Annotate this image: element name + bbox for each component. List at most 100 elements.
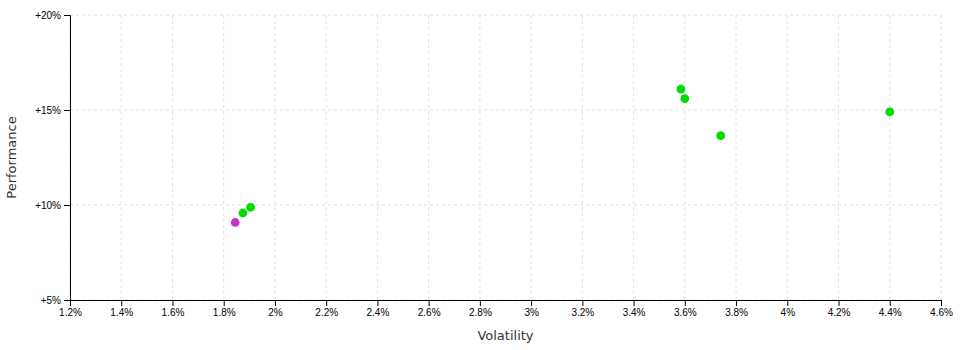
x-tick: 3% [524,300,539,318]
grid-line [531,15,532,300]
x-tick: 3.2% [571,300,594,318]
x-tick-label: 3.2% [571,307,594,318]
x-tick-label: 3% [524,307,539,318]
x-axis: 1.2% 1.4% 1.6% 1.8% 2% 2.2% 2.4% 2.6% 2.8% 3% 3.2%… [59,300,953,318]
y-tick-label: +15% [35,105,61,116]
x-tick-label: 4.6% [930,307,953,318]
point [246,203,255,212]
x-tick-mark [634,300,635,306]
x-tick-label: 3.4% [623,307,646,318]
grid [70,15,941,300]
grid-line [479,15,480,300]
x-tick: 3.6% [674,300,697,318]
y-tick-mark [64,15,70,16]
y-tick-label: +10% [35,200,61,211]
x-tick-label: 1.4% [110,307,133,318]
x-tick-mark [224,300,225,306]
y-tick-label: +20% [35,10,61,21]
x-tick: 4.2% [828,300,851,318]
grid-line [428,15,429,300]
x-tick-label: 3.6% [674,307,697,318]
x-tick-mark [326,300,327,306]
y-tick-mark [64,205,70,206]
x-tick-mark [787,300,788,306]
grid-line [941,15,942,300]
x-tick-label: 2% [268,307,283,318]
grid-line [274,15,275,300]
grid-line [787,15,788,300]
chart: 1.2% 1.4% 1.6% 1.8% 2% 2.2% 2.4% 2.6% 2.8% 3% 3.2%… [0,0,966,350]
x-tick: 2.4% [367,300,390,318]
x-tick-mark [121,300,122,306]
grid-line [838,15,839,300]
grid-line [223,15,224,300]
x-tick: 2.2% [315,300,338,318]
grid-line [70,205,941,206]
x-tick: 2.8% [469,300,492,318]
x-tick: 3.4% [623,300,646,318]
x-tick-label: 2.6% [418,307,441,318]
x-tick-mark [941,300,942,306]
x-tick: 2.6% [418,300,441,318]
y-axis: +5% +10% +15% +20% [35,10,70,306]
point [680,94,689,103]
x-tick-label: 2.2% [315,307,338,318]
grid-line [70,15,941,16]
x-tick-mark [839,300,840,306]
y-tick: +15% [35,105,70,116]
x-tick: 4.6% [930,300,953,318]
x-tick-mark [377,300,378,306]
x-tick: 2% [268,300,283,318]
x-tick-label: 1.8% [213,307,236,318]
x-tick-mark [531,300,532,306]
point [885,108,894,117]
x-tick-label: 4.2% [828,307,851,318]
y-axis-line [64,16,71,301]
grid-line [633,15,634,300]
x-tick-label: 4% [781,307,796,318]
y-tick-mark [64,110,70,111]
x-tick: 1.4% [110,300,133,318]
grid-line [121,15,122,300]
y-tick-label: +5% [41,295,61,306]
point [231,218,240,227]
x-tick-label: 1.6% [162,307,185,318]
y-axis-title: Performance [4,116,19,198]
x-tick-label: 3.8% [725,307,748,318]
grid-line [326,15,327,300]
plot: 1.2% 1.4% 1.6% 1.8% 2% 2.2% 2.4% 2.6% 2.8% 3% 3.2%… [35,10,953,318]
grid-line [889,15,890,300]
x-tick-mark [736,300,737,306]
grid-line [172,15,173,300]
x-tick-mark [429,300,430,306]
points [231,85,894,227]
x-tick-label: 2.8% [469,307,492,318]
x-tick: 1.2% [59,300,82,318]
x-tick-mark [890,300,891,306]
x-tick-mark [275,300,276,306]
x-tick-label: 4.4% [879,307,902,318]
x-tick: 4.4% [879,300,902,318]
x-tick: 1.8% [213,300,236,318]
x-tick: 4% [781,300,796,318]
point [677,85,686,94]
point [239,209,248,218]
x-tick-mark [172,300,173,306]
x-tick-label: 1.2% [59,307,82,318]
grid-line [70,110,941,111]
y-tick: +20% [35,10,70,21]
grid-line [736,15,737,300]
point [716,131,725,140]
x-axis-line [71,301,942,307]
x-tick-mark [480,300,481,306]
y-tick: +5% [41,295,70,306]
x-axis-title: Volatility [477,328,533,343]
x-tick: 3.8% [725,300,748,318]
y-tick-mark [64,300,70,301]
x-tick-mark [582,300,583,306]
grid-line [377,15,378,300]
x-tick-label: 2.4% [367,307,390,318]
x-tick: 1.6% [162,300,185,318]
grid-line [582,15,583,300]
x-tick-mark [685,300,686,306]
